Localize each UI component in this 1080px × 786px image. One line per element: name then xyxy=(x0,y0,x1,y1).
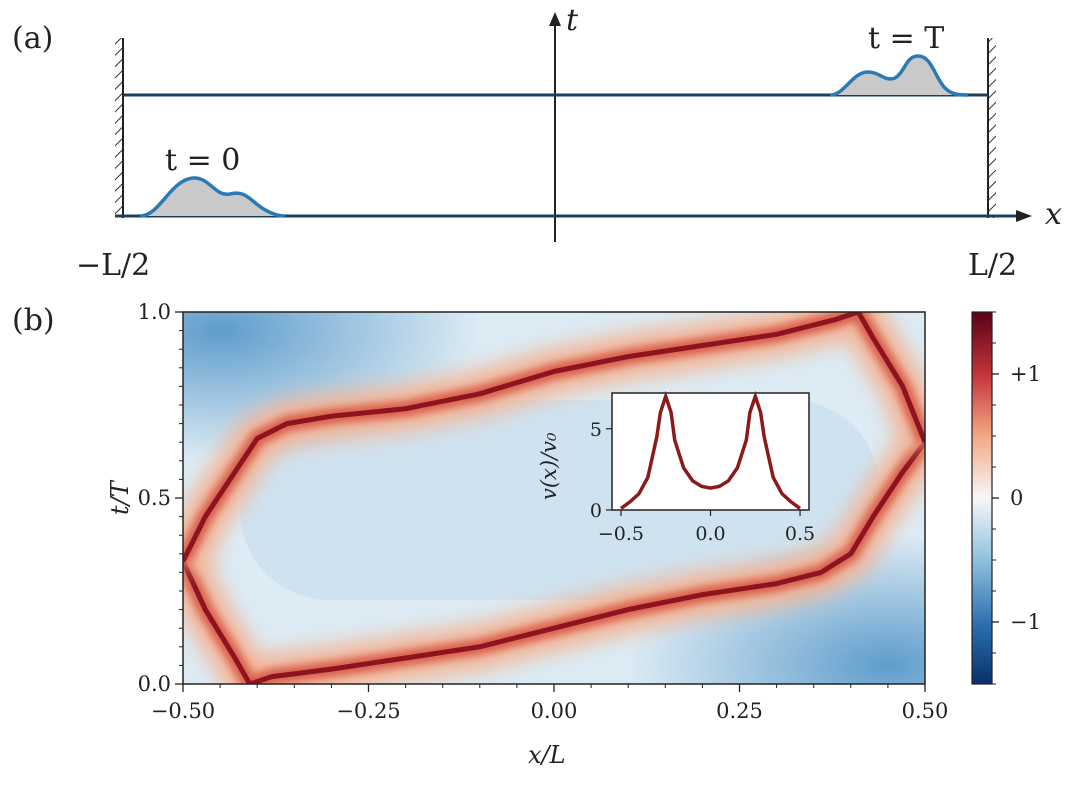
colorbar: −1 0 +1 xyxy=(971,311,1041,685)
t-axis-arrow xyxy=(549,12,561,26)
x-axis-label: x xyxy=(1045,197,1062,232)
y-tick-label: 0.5 xyxy=(138,486,171,510)
panel-a-label: (a) xyxy=(12,21,53,56)
panel-b: (b) −0.50 −0.25 0.00 0.25 0.500.00.51.0 x/L … xyxy=(12,300,1041,769)
inset-y-tick-label: 0 xyxy=(590,500,602,522)
heatmap-ridges xyxy=(183,312,925,684)
inset: −0.5 0.0 0.5 0 5 v(x)/v₀ xyxy=(537,390,815,545)
inset-x-tick-label: 0.5 xyxy=(785,523,815,545)
colorbar-tick-label: −1 xyxy=(1010,610,1041,634)
ridge-core-0 xyxy=(183,440,925,684)
x-tick-label: 0.25 xyxy=(716,699,763,723)
inset-x-tick-label: −0.5 xyxy=(598,523,644,545)
x-tick-label: 0.50 xyxy=(902,699,949,723)
final-time-label: t = T xyxy=(868,21,944,56)
x-axis-arrow xyxy=(1016,210,1032,222)
ridge-core-1 xyxy=(183,312,925,563)
y-tick-label: 1.0 xyxy=(138,300,171,324)
colorbar-tick-label: 0 xyxy=(1010,486,1023,510)
final-wavepacket-curve xyxy=(829,54,969,97)
inset-velocity-curve xyxy=(619,390,802,510)
heatmap-ylabel: t/T xyxy=(106,479,134,515)
heatmap-xlabel: x/L xyxy=(528,741,566,769)
left-wall-hatch xyxy=(115,38,123,218)
left-wall-label: −L/2 xyxy=(76,248,150,283)
colorbar-gradient xyxy=(971,311,993,685)
panel-a: (a) t x t = 0 t = T −L/2 L/2 xyxy=(12,3,1062,283)
inset-x-tick-label: 0.0 xyxy=(695,523,725,545)
colorbar-ticks: −1 0 +1 xyxy=(992,311,1041,685)
initial-wavepacket-curve xyxy=(139,176,286,218)
right-wall-label: L/2 xyxy=(968,248,1017,283)
x-tick-label: 0.00 xyxy=(531,699,578,723)
inset-axes: −0.5 0.0 0.5 0 5 xyxy=(590,419,815,545)
initial-time-label: t = 0 xyxy=(165,143,240,178)
x-tick-label: −0.25 xyxy=(336,699,400,723)
inset-y-tick-label: 5 xyxy=(590,419,602,441)
right-wall-hatch xyxy=(988,38,996,218)
heatmap-axes: −0.50 −0.25 0.00 0.25 0.500.00.51.0 xyxy=(138,300,949,723)
colorbar-tick-label: +1 xyxy=(1010,362,1041,386)
t-axis-label: t xyxy=(566,3,579,38)
y-tick-label: 0.0 xyxy=(138,672,171,696)
inset-background xyxy=(611,392,810,511)
panel-b-label: (b) xyxy=(12,303,55,338)
inset-ylabel: v(x)/v₀ xyxy=(537,432,561,500)
x-tick-label: −0.50 xyxy=(151,699,215,723)
